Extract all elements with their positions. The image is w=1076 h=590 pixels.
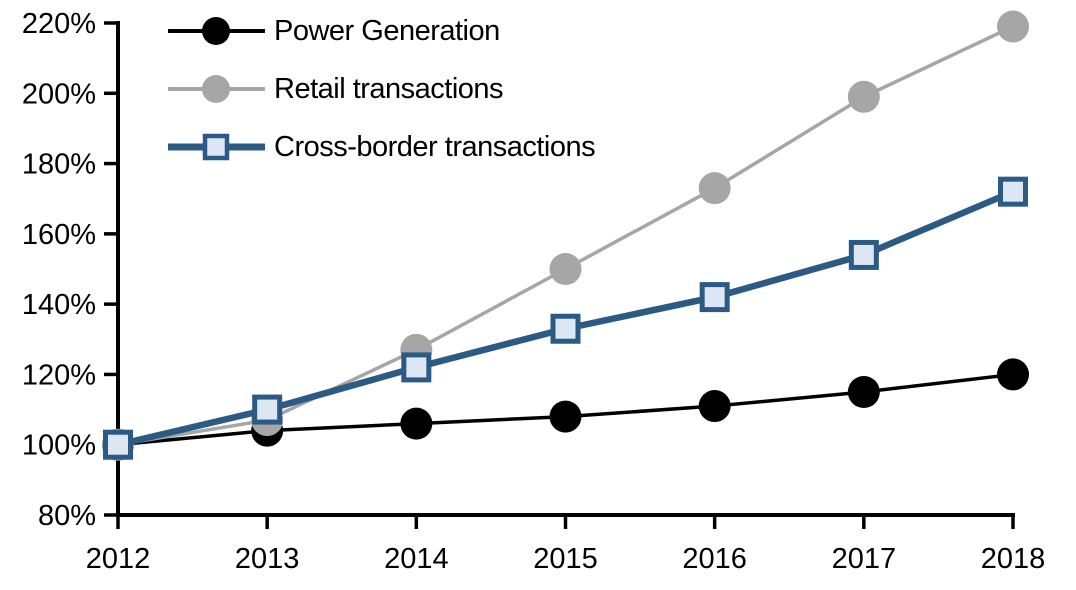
legend-item-power-generation: Power Generation — [168, 14, 595, 48]
data-point-marker — [252, 394, 283, 425]
legend-swatch-retail-transactions — [168, 75, 265, 103]
x-axis-label: 2014 — [384, 543, 449, 575]
y-axis-label: 180% — [22, 149, 96, 181]
legend-swatch-cross-border-transactions — [168, 133, 265, 161]
data-point-marker — [401, 352, 432, 383]
y-axis-label: 100% — [22, 430, 96, 462]
x-axis-label: 2015 — [533, 543, 598, 575]
data-point-marker — [698, 172, 731, 205]
data-point-marker — [998, 176, 1028, 207]
legend-item-retail-transactions: Retail transactions — [168, 72, 595, 106]
data-point-marker — [550, 313, 581, 344]
legend: Power Generation Retail transactions Cro… — [168, 14, 596, 164]
legend-label: Retail transactions — [274, 73, 504, 105]
legend-label: Cross-border transactions — [274, 131, 596, 163]
legend-swatch-power-generation — [168, 17, 265, 45]
x-axis-label: 2018 — [981, 543, 1046, 575]
data-point-marker — [699, 282, 730, 313]
data-point-marker — [997, 358, 1029, 391]
y-axis-label: 120% — [22, 359, 96, 391]
data-point-marker — [847, 376, 880, 408]
data-point-marker — [997, 10, 1029, 43]
data-point-marker — [848, 239, 879, 270]
data-point-marker — [103, 429, 133, 460]
y-axis-label: 160% — [22, 219, 96, 251]
y-axis-label: 80% — [38, 500, 96, 532]
data-point-marker — [400, 407, 433, 440]
y-axis-label: 140% — [22, 289, 96, 321]
y-axis-label: 200% — [22, 78, 96, 110]
y-axis-label: 220% — [22, 8, 96, 40]
x-axis-label: 2017 — [832, 543, 897, 575]
data-point-marker — [549, 400, 582, 433]
legend-label: Power Generation — [274, 15, 500, 47]
data-point-marker — [698, 390, 731, 423]
data-point-marker — [549, 253, 582, 285]
x-axis-label: 2013 — [235, 543, 300, 575]
data-point-marker — [847, 80, 880, 113]
legend-item-cross-border-transactions: Cross-border transactions — [168, 130, 596, 164]
x-axis-label: 2012 — [86, 543, 151, 575]
x-axis-label: 2016 — [682, 543, 747, 575]
